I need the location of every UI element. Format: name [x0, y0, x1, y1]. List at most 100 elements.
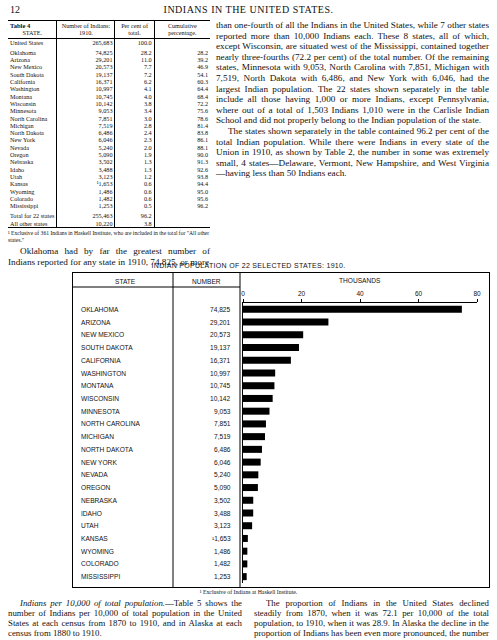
svg-text:CALIFORNIA: CALIFORNIA — [81, 357, 121, 364]
svg-text:MINNESOTA: MINNESOTA — [81, 408, 120, 415]
svg-text:19,137: 19,137 — [210, 344, 231, 351]
html-text:39.2: 39.2 — [197, 56, 208, 64]
html-text:The states shown separately in: The states shown separately in the table… — [216, 125, 489, 179]
svg-text:10,997: 10,997 — [210, 370, 231, 377]
html-text:4.0: 4.0 — [143, 92, 152, 100]
svg-text:6,486: 6,486 — [214, 446, 231, 453]
html-text:19,137: 19,137 — [95, 70, 113, 78]
svg-text:MONTANA: MONTANA — [81, 382, 114, 389]
svg-text:1,486: 1,486 — [214, 548, 231, 555]
svg-text:20: 20 — [298, 290, 306, 297]
html-text:Washington: Washington — [10, 85, 40, 93]
html-text:9,053: 9,053 — [98, 107, 113, 115]
svg-text:9,053: 9,053 — [214, 408, 231, 415]
svg-text:NUMBER: NUMBER — [192, 278, 221, 285]
svg-text:WYOMING: WYOMING — [81, 548, 114, 555]
svg-text:7,519: 7,519 — [214, 433, 231, 440]
html-text:INDIANS IN THE UNITED STATES.: INDIANS IN THE UNITED STATES. — [163, 4, 334, 15]
svg-text:40: 40 — [356, 290, 364, 297]
html-text:29,201: 29,201 — [95, 56, 113, 64]
svg-text:NEBRASKA: NEBRASKA — [81, 497, 118, 504]
svg-text:1,482: 1,482 — [214, 560, 231, 567]
html-text:Number of Indians: 1910.: Number of Indians: 1910. — [61, 22, 111, 37]
svg-text:WASHINGTON: WASHINGTON — [81, 370, 126, 377]
html-text:100.0: 100.0 — [137, 38, 152, 46]
svg-text:16,371: 16,371 — [210, 357, 231, 364]
svg-text:ARIZONA: ARIZONA — [81, 319, 111, 326]
svg-text:NORTH DAKOTA: NORTH DAKOTA — [81, 446, 133, 453]
svg-text:IDAHO: IDAHO — [81, 510, 102, 517]
html-text:10,997: 10,997 — [95, 85, 113, 93]
html-text:Arizona: Arizona — [10, 56, 30, 64]
html-text:28.2: 28.2 — [140, 48, 152, 56]
html-text:11.0: 11.0 — [141, 56, 152, 64]
svg-text:0: 0 — [241, 290, 245, 297]
html-text:North Carolina: North Carolina — [10, 114, 48, 122]
svg-text:6,046: 6,046 — [214, 459, 231, 466]
html-text:265,683: 265,683 — [92, 38, 113, 46]
svg-text:7,851: 7,851 — [214, 420, 231, 427]
html-text:United States: United States — [10, 38, 44, 46]
svg-text:NEW MEXICO: NEW MEXICO — [81, 331, 124, 338]
svg-text:1,253: 1,253 — [214, 573, 231, 580]
svg-text:80: 80 — [473, 290, 481, 297]
svg-text:NORTH CAROLINA: NORTH CAROLINA — [81, 420, 140, 427]
html-text:75.6: 75.6 — [197, 107, 208, 115]
html-text:16,371: 16,371 — [95, 78, 113, 86]
svg-text:MICHIGAN: MICHIGAN — [81, 433, 114, 440]
svg-text:OREGON: OREGON — [81, 484, 111, 491]
svg-text:WISCONSIN: WISCONSIN — [81, 395, 119, 402]
html-text:74,825: 74,825 — [95, 48, 113, 56]
html-text:54.1: 54.1 — [197, 70, 208, 78]
html-text:Oklahoma had by far the greate: Oklahoma had by far the greatest number … — [8, 246, 210, 267]
svg-text:OKLAHOMA: OKLAHOMA — [81, 306, 119, 313]
html-text:7,851: 7,851 — [98, 114, 113, 122]
svg-text:29,201: 29,201 — [210, 319, 231, 326]
svg-text:NEVADA: NEVADA — [81, 471, 108, 478]
html-text:than one-fourth of all the Ind: than one-fourth of all the Indians in th… — [216, 20, 489, 126]
svg-text:¹1,653: ¹1,653 — [212, 535, 231, 542]
svg-text:10,142: 10,142 — [210, 395, 231, 402]
html-text:Minnesota: Minnesota — [10, 107, 37, 115]
html-text:Cumulative percentage.: Cumulative percentage. — [167, 22, 197, 37]
html-text:46.9: 46.9 — [197, 63, 208, 71]
html-text:New Mexico: New Mexico — [10, 63, 43, 71]
html-text:20,573: 20,573 — [95, 63, 113, 71]
html-text:68.4: 68.4 — [197, 92, 208, 100]
svg-text:60: 60 — [415, 290, 423, 297]
html-text:7.2: 7.2 — [143, 70, 152, 78]
svg-text:NEW YORK: NEW YORK — [81, 459, 117, 466]
svg-text:SOUTH DAKOTA: SOUTH DAKOTA — [81, 344, 133, 351]
html-text:California: California — [10, 78, 36, 86]
svg-text:5,240: 5,240 — [214, 471, 231, 478]
html-text:10,745: 10,745 — [95, 92, 113, 100]
svg-text:3,488: 3,488 — [214, 510, 231, 517]
html-text:Per cent of total.: Per cent of total. — [121, 22, 148, 37]
html-text:¹ Exclusive of 361 Indians in: ¹ Exclusive of 361 Indians in Haskell In… — [8, 230, 210, 243]
html-text:7.7: 7.7 — [143, 63, 152, 71]
svg-text:3,502: 3,502 — [214, 497, 231, 504]
svg-text:KANSAS: KANSAS — [81, 535, 108, 542]
svg-text:3,123: 3,123 — [214, 522, 231, 529]
svg-text:MISSISSIPPI: MISSISSIPPI — [81, 573, 120, 580]
svg-text:20,573: 20,573 — [210, 331, 231, 338]
html-text:28.2: 28.2 — [197, 48, 208, 56]
svg-text:5,090: 5,090 — [214, 484, 231, 491]
svg-text:STATE: STATE — [115, 278, 136, 285]
svg-text:COLORADO: COLORADO — [81, 560, 119, 567]
html-text:60.3: 60.3 — [197, 78, 208, 86]
html-text:12: 12 — [10, 4, 20, 15]
svg-text:UTAH: UTAH — [81, 522, 99, 529]
html-text:4.1: 4.1 — [143, 85, 152, 93]
html-text:STATE.: STATE. — [22, 29, 42, 37]
html-text:64.4: 64.4 — [197, 85, 208, 93]
html-text:3.4: 3.4 — [143, 107, 152, 115]
html-text:Montana: Montana — [10, 92, 32, 100]
html-text:South Dakota: South Dakota — [10, 70, 44, 78]
svg-text:10,745: 10,745 — [210, 382, 231, 389]
svg-text:THOUSANDS: THOUSANDS — [339, 277, 381, 284]
svg-text:74,825: 74,825 — [210, 306, 231, 313]
html-text:Indians per 10,000 of total po: Indians per 10,000 of total population. … — [8, 598, 242, 638]
html-text:6.2: 6.2 — [143, 78, 152, 86]
html-text:Oklahoma: Oklahoma — [10, 48, 36, 56]
